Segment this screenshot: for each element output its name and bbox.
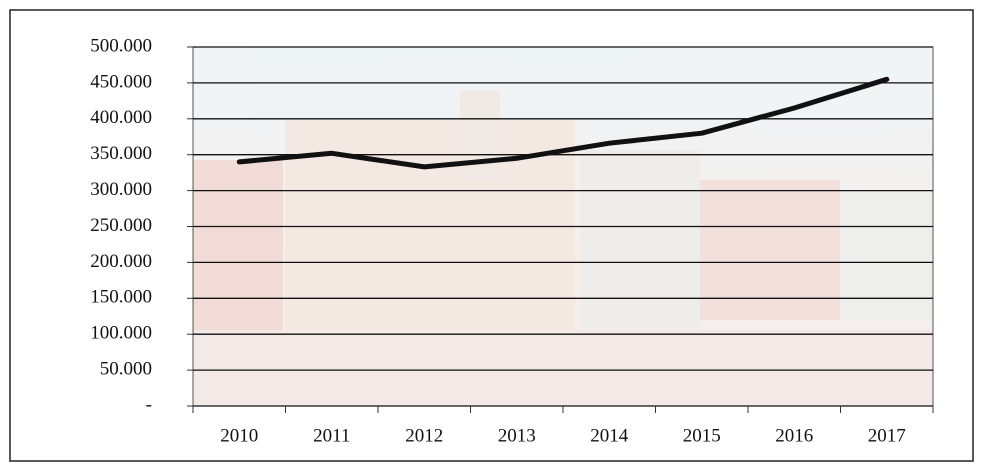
y-tick-label: 100.000 xyxy=(90,323,152,344)
y-tick-label: 500.000 xyxy=(90,35,152,56)
y-tick-label: - xyxy=(146,394,152,415)
y-tick-label: 250.000 xyxy=(90,215,152,236)
x-tick-label: 2015 xyxy=(683,425,721,446)
y-tick-label: 450.000 xyxy=(90,71,152,92)
x-tick-label: 2011 xyxy=(313,425,350,446)
y-tick-label: 300.000 xyxy=(90,179,152,200)
y-tick-label: 350.000 xyxy=(90,143,152,164)
x-tick-label: 2016 xyxy=(775,425,813,446)
y-tick-label: 200.000 xyxy=(90,251,152,272)
x-tick-label: 2010 xyxy=(220,425,258,446)
y-tick-label: 150.000 xyxy=(90,287,152,308)
x-tick-label: 2012 xyxy=(405,425,443,446)
x-tick-label: 2013 xyxy=(498,425,536,446)
y-tick-label: 50.000 xyxy=(100,358,152,379)
chart: - 50.000 100.000 150.000 200.000 250.000 300.0… xyxy=(0,0,983,471)
x-tick-label: 2017 xyxy=(868,425,906,446)
y-tick-label: 400.000 xyxy=(90,107,152,128)
x-tick-label: 2014 xyxy=(590,425,629,446)
